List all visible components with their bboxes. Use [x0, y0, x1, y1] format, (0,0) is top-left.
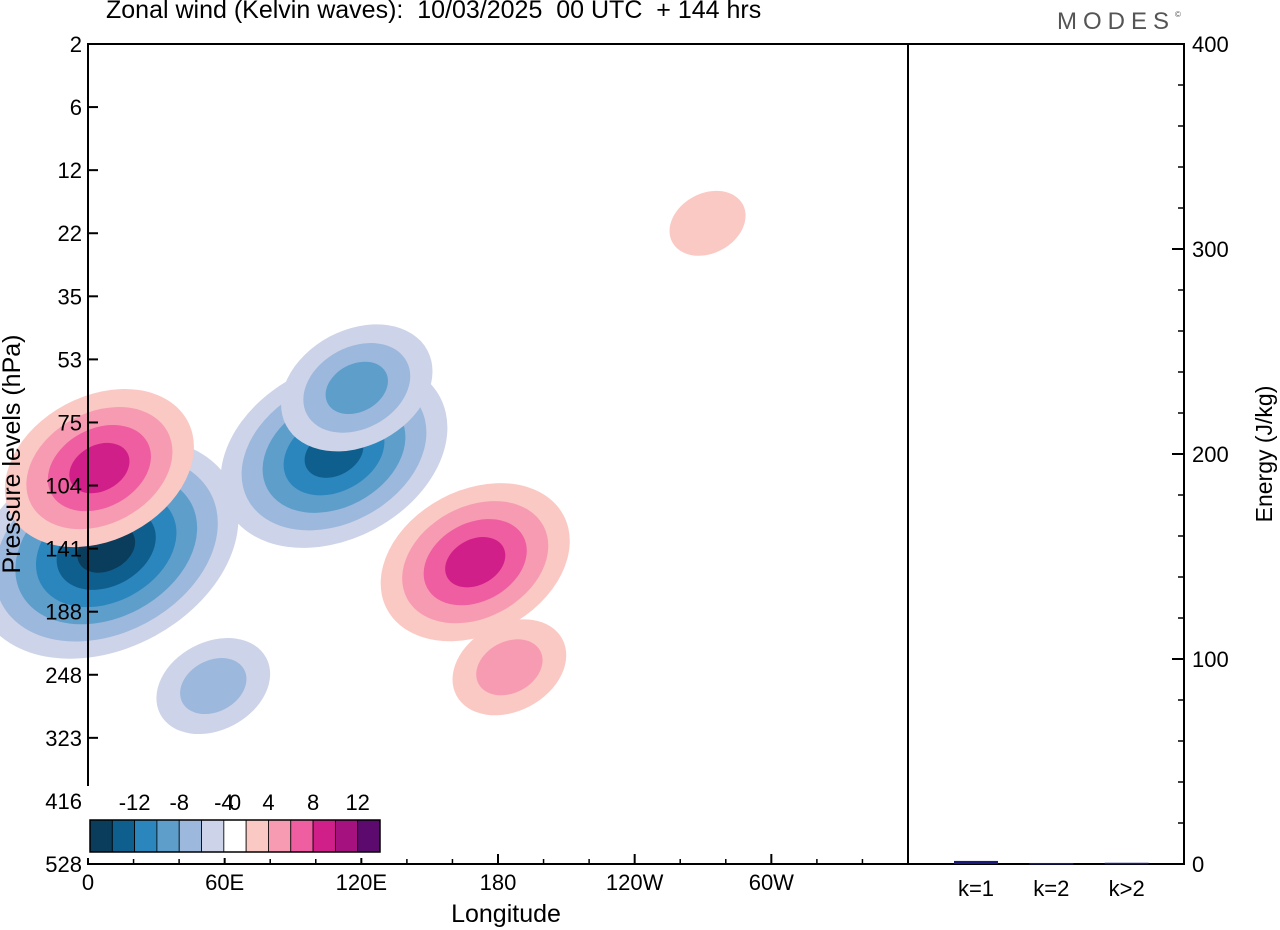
y-tick-label: 35 [58, 284, 82, 309]
colorbar-swatch [268, 819, 292, 853]
colorbar-swatch [357, 819, 381, 853]
brand-logo: MODES© [1057, 8, 1181, 36]
y-tick-label: 248 [45, 663, 82, 688]
energy-tick-label: 0 [1192, 852, 1204, 877]
y-tick-label: 6 [70, 95, 82, 120]
colorbar-swatch [223, 819, 247, 853]
colorbar-label: 8 [307, 790, 319, 815]
energy-panel-frame [907, 43, 1185, 865]
x-tick-label: 120W [606, 870, 664, 895]
y-tick-label: 22 [58, 221, 82, 246]
energy-tick-label: 200 [1192, 442, 1229, 467]
energy-axis-label: Energy (J/kg) [1251, 386, 1277, 523]
colorbar-swatch [178, 819, 202, 853]
energy-bar [1029, 862, 1074, 865]
colorbar: -12 -8 -40 4 8 12 [86, 786, 384, 858]
colorbar-swatch [134, 819, 158, 853]
x-tick-label: 60W [749, 870, 794, 895]
y-tick-label: 12 [58, 158, 82, 183]
y-tick-label: 141 [45, 537, 82, 562]
colorbar-frame [89, 819, 381, 853]
y-tick-label: 323 [45, 726, 82, 751]
wind-region-negative [156, 638, 271, 735]
x-tick-label: 60E [205, 870, 244, 895]
wind-field [0, 190, 746, 735]
colorbar-swatch [312, 819, 336, 853]
brand-text: MODES [1057, 8, 1176, 35]
energy-bar-label: k=1 [958, 876, 994, 901]
y-axis-label: Pressure levels (hPa) [0, 335, 26, 574]
colorbar-swatch [201, 819, 225, 853]
copyright-mark: © [1175, 10, 1181, 19]
y-tick-label: 104 [45, 474, 82, 499]
contour-band [325, 361, 388, 415]
wind-region-positive [669, 190, 746, 256]
contour-band [445, 537, 506, 588]
colorbar-swatch [334, 819, 359, 853]
energy-tick-label: 400 [1192, 32, 1229, 57]
energy-bar-label: k>2 [1109, 876, 1145, 901]
y-tick-label: 2 [70, 32, 82, 57]
energy-bar [1104, 862, 1149, 865]
wind-region-positive [452, 619, 567, 716]
energy-bar-label: k=2 [1033, 876, 1069, 901]
colorbar-swatch [156, 819, 180, 853]
energy-bars: k=1 k=2 k>2 [954, 860, 1149, 901]
colorbar-swatch [89, 819, 113, 853]
colorbar-label: -12 [119, 790, 151, 815]
y-tick-label: 416 [45, 789, 82, 814]
contour-band [476, 639, 543, 696]
x-tick-label: 120E [336, 870, 387, 895]
energy-bar [954, 860, 998, 864]
y-tick-label: 528 [45, 852, 82, 877]
y-tick-label: 53 [58, 347, 82, 372]
contour-band [69, 442, 130, 494]
colorbar-label: 12 [345, 790, 369, 815]
x-tick-label: 0 [82, 870, 94, 895]
wind-region-positive [4, 389, 194, 548]
chart-title: Zonal wind (Kelvin waves): 10/03/2025 00… [106, 0, 762, 24]
energy-tick-label: 100 [1192, 647, 1229, 672]
y-tick-label: 188 [45, 600, 82, 625]
wind-region-negative [281, 324, 433, 452]
colorbar-label: -4 [214, 790, 234, 815]
contour-band [669, 190, 746, 256]
colorbar-label: 4 [262, 790, 274, 815]
colorbar-swatch [290, 819, 314, 853]
x-tick-label: 180 [480, 870, 517, 895]
wind-region-positive [380, 483, 570, 642]
main-panel-frame [87, 43, 909, 865]
y-tick-label: 75 [58, 410, 82, 435]
contour-band [180, 658, 247, 715]
colorbar-swatch [245, 819, 269, 853]
colorbar-label: -8 [169, 790, 189, 815]
colorbar-label: 0 [229, 790, 241, 815]
x-axis-label: Longitude [451, 900, 561, 928]
energy-tick-label: 300 [1192, 237, 1229, 262]
colorbar-swatch [111, 819, 136, 853]
